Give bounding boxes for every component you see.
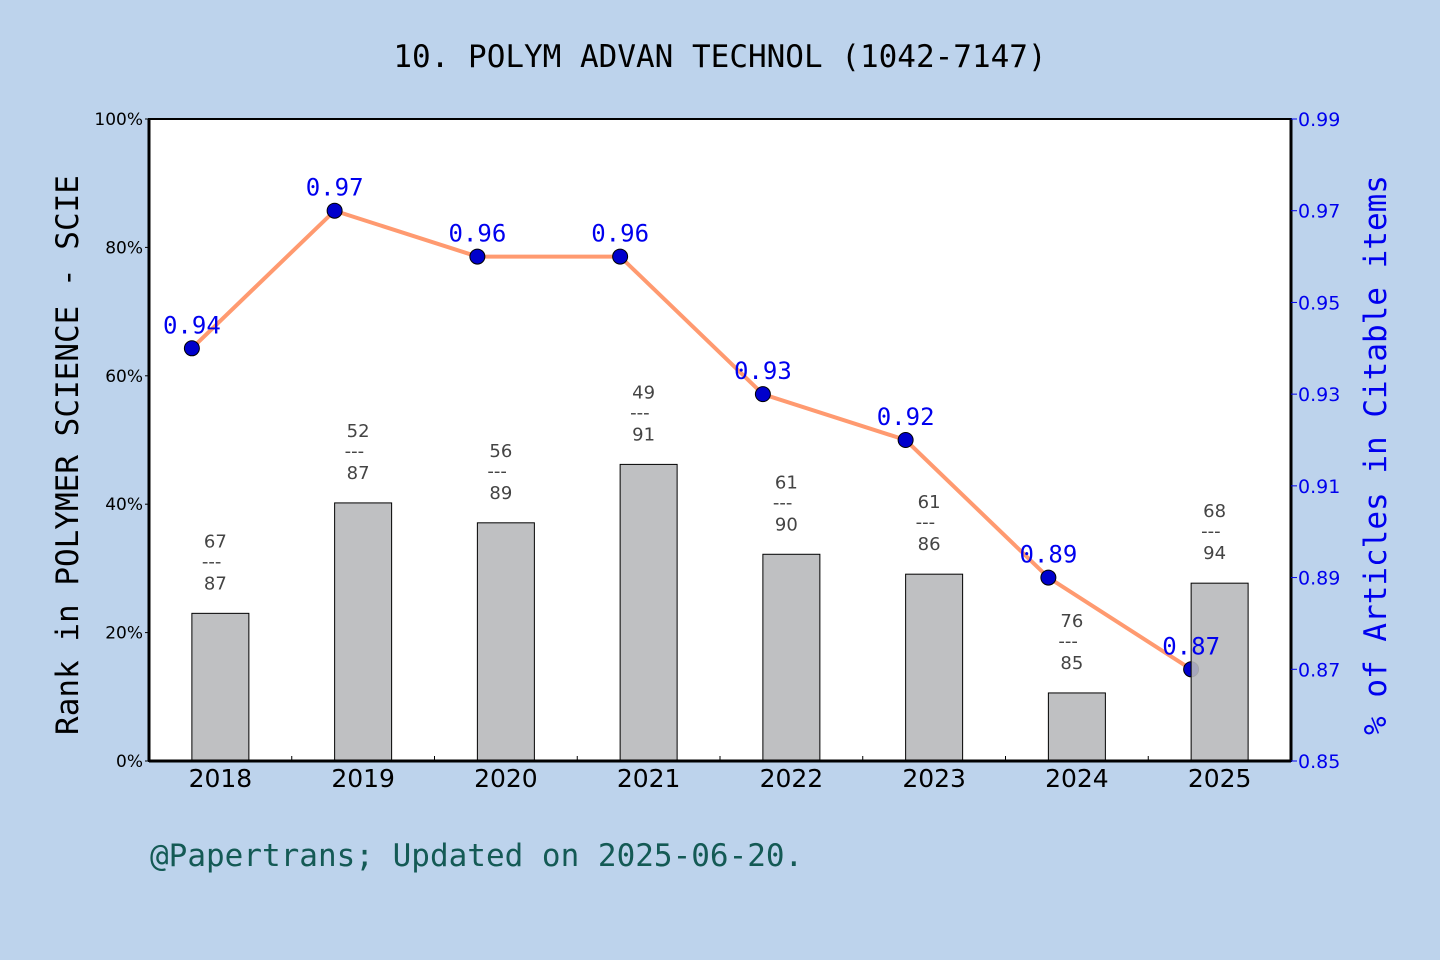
total-label: 87 xyxy=(347,463,370,484)
right-tick-label: 0.97 xyxy=(1298,201,1340,223)
point-label: 0.94 xyxy=(163,311,221,339)
right-tick-label: 0.89 xyxy=(1298,568,1340,590)
rank-bar xyxy=(762,553,821,762)
right-tick-label: 0.93 xyxy=(1298,384,1340,406)
left-tick-label: 0% xyxy=(116,752,143,772)
total-label: 89 xyxy=(489,483,512,504)
citable-line xyxy=(190,208,1193,671)
footer-note: @Papertrans; Updated on 2025-06-20. xyxy=(150,838,803,874)
line-point xyxy=(897,432,914,448)
x-tick-label: 2021 xyxy=(617,764,681,793)
point-label: 0.92 xyxy=(877,403,935,431)
point-label: 0.96 xyxy=(591,220,649,248)
rank-bar xyxy=(619,463,678,762)
right-tick-label: 0.95 xyxy=(1298,292,1340,314)
rank-divider: --- xyxy=(1201,521,1221,542)
total-label: 91 xyxy=(632,424,655,445)
right-tick-label: 0.91 xyxy=(1298,476,1340,498)
line-point xyxy=(612,248,629,265)
rank-label: 52 xyxy=(347,421,370,442)
point-label: 0.96 xyxy=(448,220,506,248)
x-tick-label: 2020 xyxy=(474,764,538,793)
rank-label: 56 xyxy=(489,441,512,462)
rank-divider: --- xyxy=(630,402,650,423)
point-label: 0.93 xyxy=(734,357,792,385)
chart-title: 10. POLYM ADVAN TECHNOL (1042-7147) xyxy=(393,39,1046,75)
right-tick-label: 0.99 xyxy=(1298,109,1340,131)
left-axis-label: Rank in POLYMER SCIENCE - SCIE xyxy=(50,175,86,735)
line-point xyxy=(183,340,200,357)
total-label: 94 xyxy=(1203,543,1226,564)
rank-bar xyxy=(334,502,393,762)
rank-label: 49 xyxy=(632,382,655,403)
left-tick-label: 60% xyxy=(105,367,143,387)
line-point xyxy=(469,248,486,265)
left-tick-label: 40% xyxy=(105,495,143,515)
total-label: 90 xyxy=(775,514,798,535)
x-tick-label: 2025 xyxy=(1188,764,1252,793)
rank-bar xyxy=(1190,582,1249,762)
rank-divider: --- xyxy=(1058,631,1078,652)
rank-divider: --- xyxy=(916,512,936,533)
line-point xyxy=(754,386,771,403)
rank-label: 61 xyxy=(775,472,798,493)
rank-label: 76 xyxy=(1060,611,1083,632)
rank-divider: --- xyxy=(487,461,507,482)
rank-divider: --- xyxy=(773,492,793,513)
line-point xyxy=(1040,569,1057,586)
x-tick-label: 2024 xyxy=(1045,764,1109,793)
total-label: 87 xyxy=(204,573,227,594)
rank-label: 68 xyxy=(1203,501,1226,522)
rank-divider: --- xyxy=(345,441,365,462)
total-label: 86 xyxy=(918,534,941,555)
right-tick-label: 0.87 xyxy=(1298,659,1340,681)
right-axis-label: % of Articles in Citable items xyxy=(1358,175,1394,735)
rank-bar xyxy=(1047,692,1106,762)
point-label: 0.87 xyxy=(1162,632,1220,660)
right-tick-label: 0.85 xyxy=(1298,751,1340,773)
left-tick-label: 20% xyxy=(105,624,143,644)
x-tick-label: 2019 xyxy=(331,764,395,793)
x-tick-label: 2022 xyxy=(760,764,824,793)
point-label: 0.89 xyxy=(1019,541,1077,569)
plot-area xyxy=(149,119,1291,761)
x-tick-label: 2018 xyxy=(189,764,253,793)
rank-label: 67 xyxy=(204,531,227,552)
point-label: 0.97 xyxy=(306,174,364,202)
rank-bar xyxy=(191,612,250,762)
rank-bar xyxy=(905,573,964,762)
x-tick-label: 2023 xyxy=(902,764,966,793)
total-label: 85 xyxy=(1060,653,1083,674)
line-point xyxy=(326,202,343,219)
rank-divider: --- xyxy=(202,551,222,572)
left-tick-label: 80% xyxy=(105,238,143,258)
rank-label: 61 xyxy=(918,492,941,513)
left-tick-label: 100% xyxy=(94,110,143,130)
rank-bar xyxy=(476,522,535,762)
